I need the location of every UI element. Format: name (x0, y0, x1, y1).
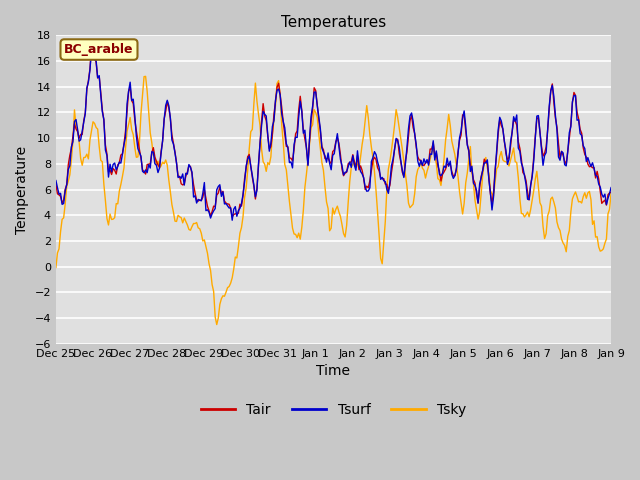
Y-axis label: Temperature: Temperature (15, 145, 29, 234)
Title: Temperatures: Temperatures (281, 15, 386, 30)
X-axis label: Time: Time (317, 364, 351, 378)
Legend: Tair, Tsurf, Tsky: Tair, Tsurf, Tsky (195, 397, 472, 422)
Text: BC_arable: BC_arable (64, 43, 134, 56)
